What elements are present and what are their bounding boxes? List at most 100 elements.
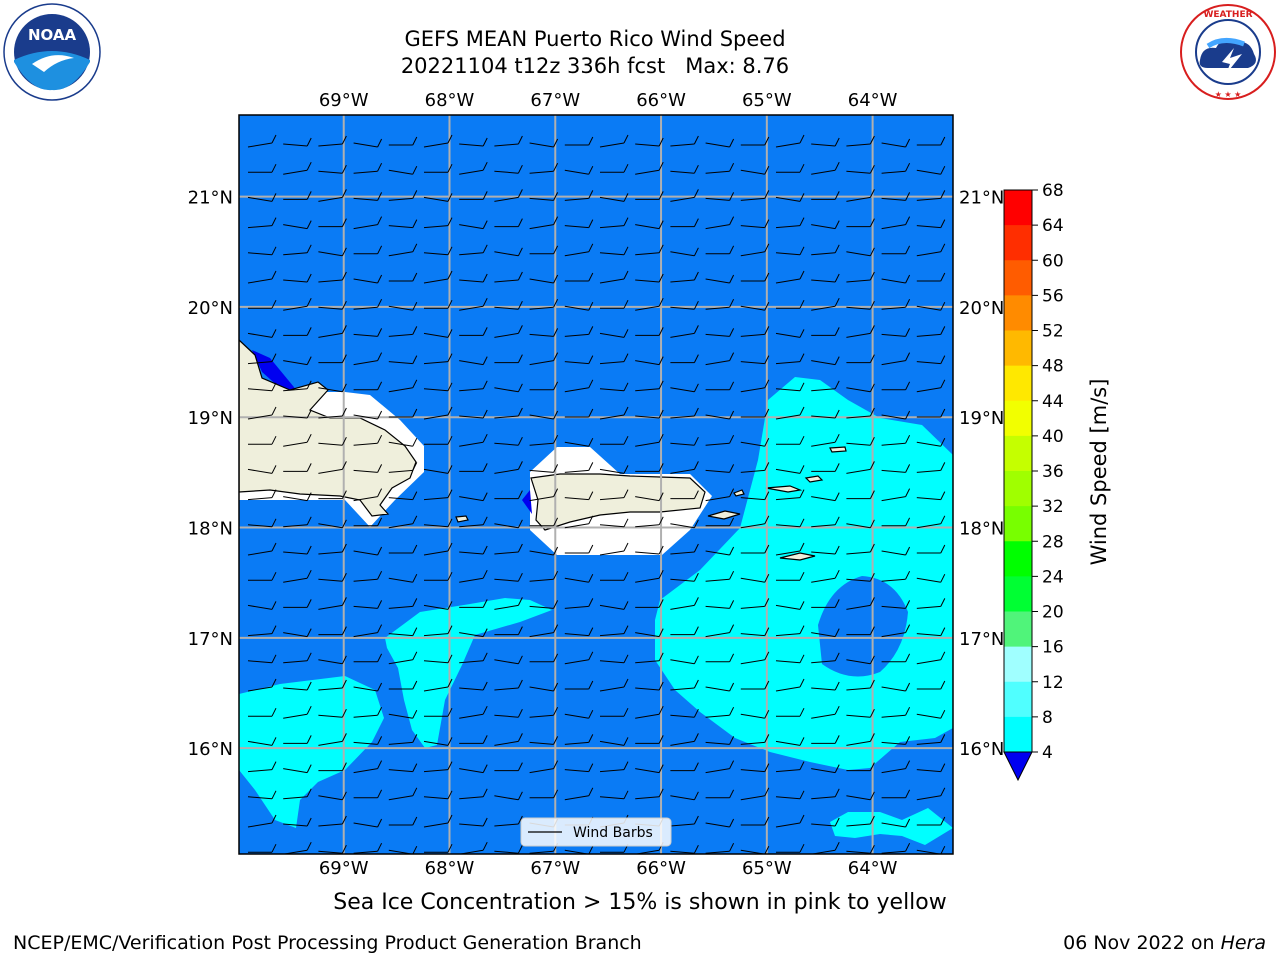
wind-barb bbox=[353, 352, 383, 366]
colorbar-label: Wind Speed [m/s] bbox=[1087, 379, 1111, 566]
wind-barb bbox=[423, 134, 453, 148]
wind-barb bbox=[811, 356, 840, 366]
wind-barb bbox=[318, 490, 347, 500]
wind-barb bbox=[776, 843, 805, 853]
wind-barb bbox=[424, 163, 453, 173]
wind-barb bbox=[318, 189, 347, 202]
wind-barb bbox=[775, 601, 805, 610]
wind-barb bbox=[916, 651, 946, 665]
wind-barb bbox=[283, 681, 312, 691]
wind-barb bbox=[916, 165, 946, 175]
wind-barb bbox=[248, 299, 277, 309]
lon-label-top: 65°W bbox=[742, 90, 792, 111]
wind-barb bbox=[283, 652, 312, 664]
lat-label-right: 20°N bbox=[959, 298, 1004, 319]
wind-barb bbox=[248, 843, 277, 853]
wind-barb bbox=[283, 273, 312, 283]
colorbar-extend-arrow bbox=[1003, 751, 1033, 782]
wind-barb bbox=[388, 598, 418, 609]
colorbar-segment bbox=[1004, 190, 1032, 226]
wind-barb bbox=[635, 492, 664, 502]
wind-barb bbox=[881, 216, 911, 230]
wind-barb bbox=[740, 219, 770, 229]
wind-barb bbox=[283, 545, 312, 555]
wind-barb bbox=[247, 329, 277, 338]
wind-barb bbox=[318, 218, 347, 228]
wind-barb bbox=[318, 597, 347, 610]
wind-barb bbox=[775, 382, 805, 392]
wind-barb bbox=[635, 681, 664, 691]
colorbar-segment bbox=[1004, 295, 1032, 331]
wind-barb bbox=[599, 678, 629, 692]
wind-barb bbox=[811, 380, 840, 392]
wind-barb bbox=[388, 165, 418, 175]
wind-barb bbox=[564, 379, 594, 393]
wind-barb bbox=[353, 192, 383, 201]
land-virgin-islands-2 bbox=[804, 475, 824, 483]
wind-barb bbox=[775, 518, 805, 528]
lon-labels-top: 69°W 68°W 67°W 66°W 65°W 64°W bbox=[319, 90, 898, 111]
wind-barb bbox=[564, 190, 594, 201]
wind-barb bbox=[670, 490, 699, 500]
contour-hole bbox=[818, 576, 908, 677]
wind-barb bbox=[846, 597, 875, 610]
wind-barb bbox=[423, 601, 453, 610]
wind-barb bbox=[846, 791, 875, 801]
wind-barb bbox=[388, 515, 418, 529]
wind-barb bbox=[916, 515, 946, 529]
wind-barb bbox=[529, 517, 559, 527]
lon-label-bottom: 65°W bbox=[742, 858, 792, 879]
colorbar-tick-label: 28 bbox=[1042, 532, 1064, 552]
wind-barb bbox=[916, 355, 946, 365]
wind-barb bbox=[635, 569, 664, 583]
wind-barb bbox=[705, 352, 735, 366]
wind-barb bbox=[529, 624, 559, 638]
wind-barb bbox=[247, 790, 277, 800]
credit-date: 06 Nov 2022 on bbox=[1063, 932, 1221, 954]
wind-barb bbox=[247, 489, 277, 501]
wind-barb bbox=[635, 463, 664, 472]
wind-barb bbox=[459, 191, 488, 200]
wind-barb bbox=[459, 327, 488, 336]
wind-barb bbox=[494, 655, 523, 665]
wind-barb bbox=[318, 762, 347, 772]
wind-barb bbox=[247, 542, 277, 556]
wind-barb bbox=[775, 406, 805, 420]
wind-barb bbox=[459, 569, 488, 583]
wind-barb bbox=[811, 327, 840, 336]
colorbar-tick-label: 12 bbox=[1042, 673, 1064, 693]
wind-barb bbox=[459, 433, 488, 447]
colorbar-tick-label: 4 bbox=[1042, 743, 1053, 763]
colorbar-tick-label: 68 bbox=[1042, 181, 1064, 201]
colorbar-tick-label: 44 bbox=[1042, 392, 1064, 412]
wind-barb bbox=[811, 273, 840, 283]
wind-barb bbox=[459, 244, 488, 256]
wind-barb bbox=[705, 162, 735, 174]
wind-barb bbox=[740, 787, 770, 801]
wind-barb bbox=[635, 244, 664, 256]
land-virgin-islands bbox=[765, 485, 803, 493]
wind-barb bbox=[599, 654, 629, 664]
wind-barb bbox=[635, 380, 664, 392]
wind-barb bbox=[635, 516, 664, 528]
wind-barb bbox=[494, 844, 523, 854]
wind-barb bbox=[670, 543, 699, 555]
lat-labels-left: 21°N 20°N 19°N 18°N 17°N 16°N bbox=[188, 188, 233, 760]
wind-barb bbox=[635, 273, 664, 283]
wind-barb bbox=[881, 464, 911, 473]
sea-ice-note: Sea Ice Concentration > 15% is shown in … bbox=[333, 890, 947, 915]
wind-barb bbox=[599, 406, 629, 420]
wind-barb bbox=[529, 760, 559, 774]
wind-barb bbox=[353, 842, 383, 854]
wind-barb bbox=[494, 461, 523, 474]
colorbar-segment bbox=[1004, 260, 1032, 296]
wind-barb bbox=[388, 326, 418, 337]
wind-barb bbox=[564, 272, 594, 282]
wind-barb bbox=[318, 271, 347, 283]
wind-barb bbox=[776, 571, 805, 581]
wind-barb bbox=[423, 625, 453, 637]
wind-barb bbox=[247, 814, 277, 828]
wind-barb bbox=[670, 354, 699, 364]
wind-barb bbox=[670, 325, 699, 338]
wind-barb bbox=[705, 706, 735, 718]
